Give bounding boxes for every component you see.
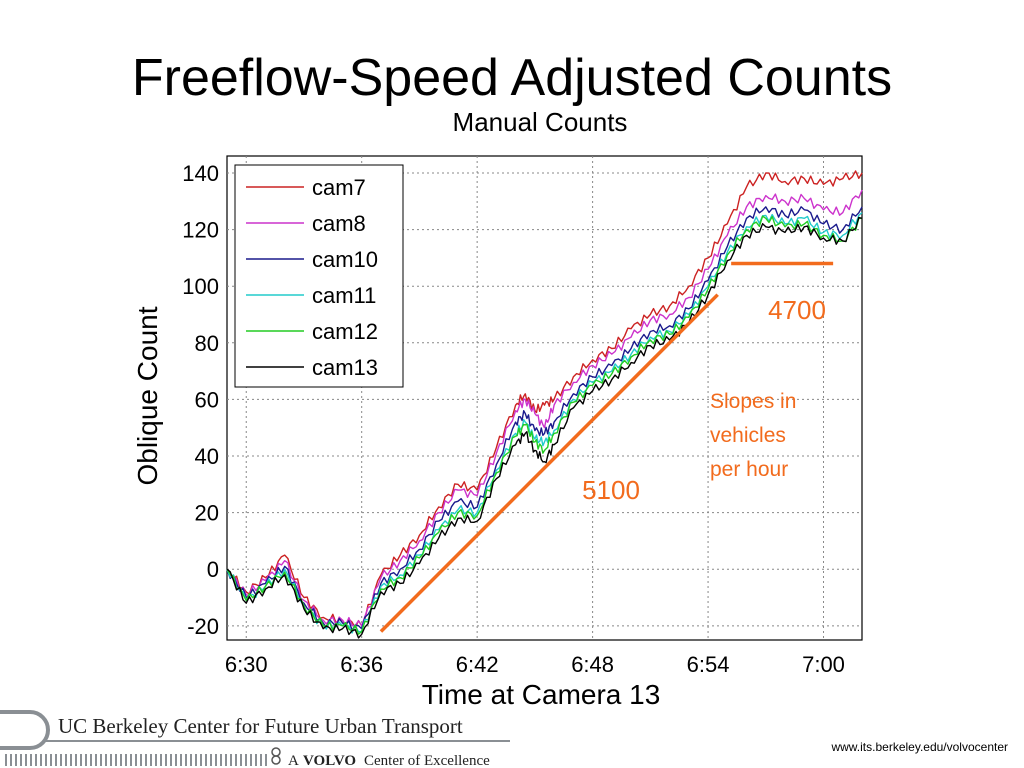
x-axis-label: Time at Camera 13 [422, 679, 661, 710]
tagline-prefix: A [288, 753, 299, 768]
footer-url: www.its.berkeley.edu/volvocenter [831, 740, 1008, 754]
loop-logo-icon [0, 710, 50, 750]
x-tick-label: 6:48 [571, 652, 614, 677]
legend-label-cam10: cam10 [312, 247, 378, 272]
slope-note-line-3: per hour [710, 458, 788, 481]
volvo-brand: VOLVO [303, 753, 356, 768]
y-tick-label: 60 [195, 387, 219, 412]
y-tick-label: 100 [182, 274, 219, 299]
y-axis-label: Oblique Count [132, 306, 163, 485]
series-line-cam11 [226, 212, 863, 634]
tagline-suffix: Center of Excellence [364, 753, 490, 768]
annotations [379, 261, 834, 633]
slide-title: Freeflow-Speed Adjusted Counts [131, 49, 893, 107]
legend-label-cam12: cam12 [312, 319, 378, 344]
link-icon [271, 747, 281, 757]
org-name: UC Berkeley Center for Future Urban Tran… [58, 714, 463, 738]
x-tick-label: 7:00 [802, 652, 845, 677]
series-line-cam10 [226, 206, 863, 631]
series-line-cam12 [226, 215, 863, 635]
barcode-decoration [5, 754, 267, 766]
x-tick-label: 6:30 [225, 652, 268, 677]
series-line-cam8 [226, 189, 863, 627]
y-tick-label: 20 [195, 501, 219, 526]
legend-label-cam8: cam8 [312, 211, 366, 236]
series-line-cam13 [226, 216, 863, 639]
legend-label-cam7: cam7 [312, 175, 366, 200]
slope-note-line-2: vehicles [710, 424, 786, 447]
x-tick-label: 6:36 [340, 652, 383, 677]
y-tick-label: 40 [195, 444, 219, 469]
y-tick-label: 120 [182, 218, 219, 243]
x-tick-label: 6:54 [687, 652, 730, 677]
legend-label-cam13: cam13 [312, 355, 378, 380]
tick-layer: -20 0 20 40 60 80 100 120 140 6:30 6:36 6:42 6:48 6:5… [182, 161, 845, 677]
y-tick-label: 140 [182, 161, 219, 186]
x-tick-label: 6:42 [456, 652, 499, 677]
legend-label-cam11: cam11 [312, 283, 376, 308]
legend: cam7 cam8 cam10 cam11 cam12 cam13 [234, 164, 404, 388]
y-tick-label: -20 [187, 614, 219, 639]
y-tick-label: 0 [207, 557, 219, 582]
chart-title: Manual Counts [453, 107, 628, 137]
slope-note-line-1: Slopes in [710, 390, 796, 413]
slope-line-5100 [379, 293, 719, 633]
slope-label-4700: 4700 [768, 295, 826, 325]
y-tick-label: 80 [195, 331, 219, 356]
series-layer [226, 170, 863, 639]
slope-label-5100: 5100 [582, 475, 640, 505]
